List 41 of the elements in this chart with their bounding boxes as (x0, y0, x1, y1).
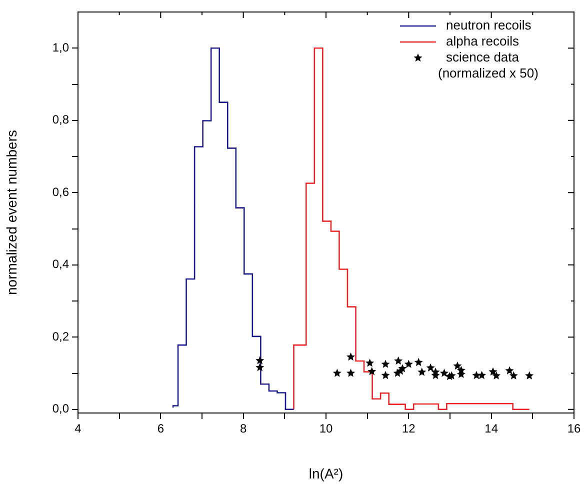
point (256, 362, 264, 372)
point (381, 360, 390, 368)
point (404, 360, 413, 368)
legend-label: alpha recoils (446, 34, 520, 49)
point (418, 368, 426, 376)
y-axis-title: normalized event numbers (3, 130, 20, 295)
y-tick-label: 0,2 (52, 329, 70, 344)
point (453, 362, 462, 370)
x-tick-label: 12 (402, 422, 416, 436)
legend-label: science data (normalized x 50) (438, 50, 538, 81)
point (525, 371, 534, 380)
point (332, 368, 342, 377)
y-tick-label: 0,4 (52, 257, 70, 272)
x-tick-label: 16 (567, 422, 581, 436)
point (346, 352, 356, 361)
x-tick-label: 6 (157, 422, 164, 436)
y-tick-label: 0,0 (52, 402, 70, 416)
point (256, 356, 264, 364)
point (366, 358, 374, 367)
x-axis-title: ln(A²) (308, 465, 344, 482)
x-tick-label: 10 (319, 422, 333, 436)
y-tick-label: 0,6 (52, 184, 70, 199)
point (398, 364, 407, 372)
point (509, 371, 518, 380)
point (440, 368, 448, 377)
point (426, 363, 435, 372)
point (414, 358, 423, 366)
y-tick-label: 1,0 (52, 40, 70, 54)
legend-label: neutron recoils (446, 18, 532, 33)
point (492, 371, 501, 380)
point (381, 370, 390, 380)
x-tick-label: 4 (74, 422, 82, 436)
x-tick-label: 14 (484, 422, 498, 436)
point (505, 366, 514, 374)
point (368, 366, 376, 376)
point (394, 356, 403, 365)
x-tick-label: 8 (240, 422, 247, 436)
point (478, 370, 486, 380)
point (346, 368, 356, 377)
y-tick-label: 0,8 (52, 112, 70, 127)
point (488, 367, 498, 376)
